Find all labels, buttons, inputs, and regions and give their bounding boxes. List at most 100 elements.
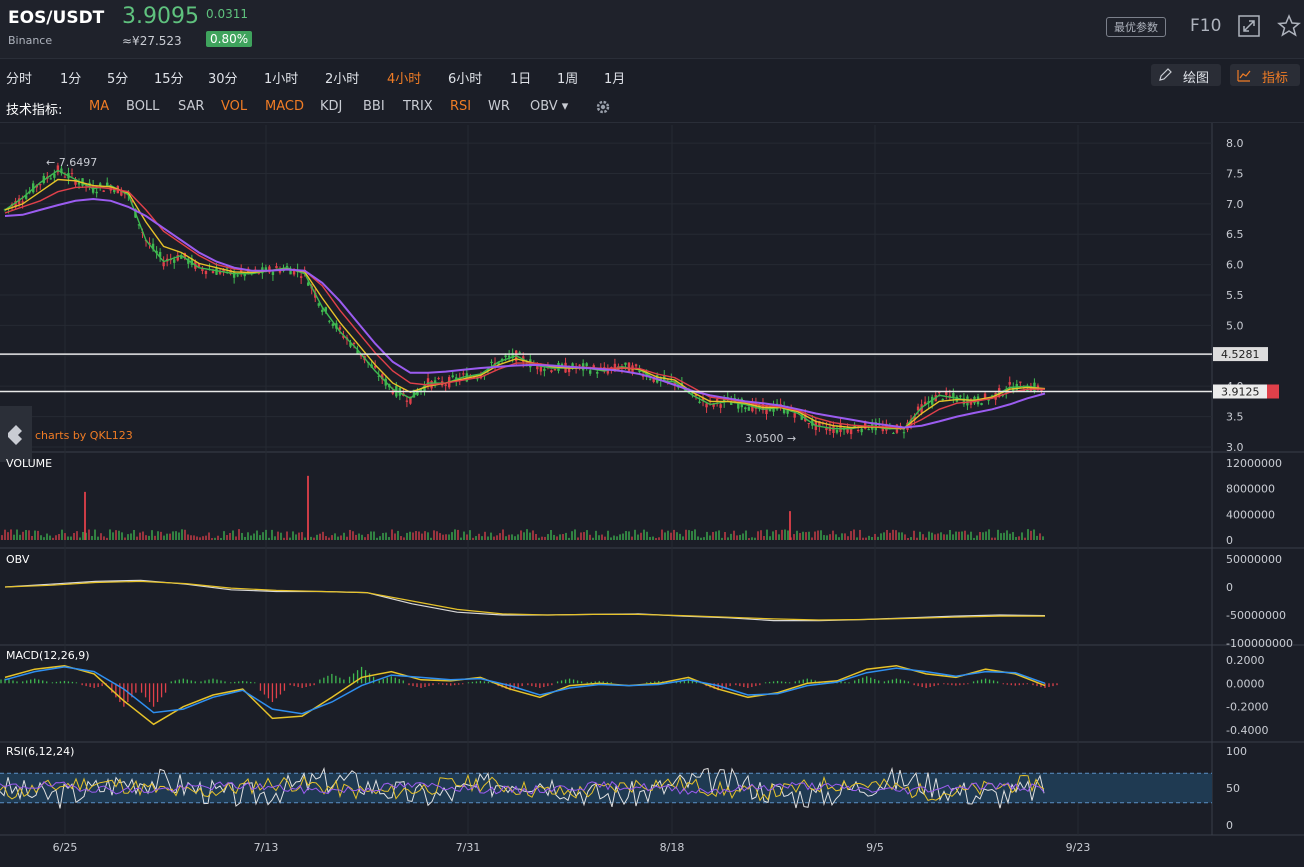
candle-body [292, 268, 296, 275]
candle-body [74, 178, 77, 185]
tab-timeframe-5m[interactable]: 5分 [107, 72, 129, 87]
candle-body [98, 183, 102, 186]
volume-y-tick: 0 [1226, 534, 1233, 547]
candle-body [53, 173, 56, 178]
volume-y-tick: 8000000 [1226, 483, 1275, 496]
x-tick-label: 7/31 [456, 841, 481, 854]
indicator-boll[interactable]: BOLL [126, 99, 160, 114]
indicator-wr[interactable]: WR [488, 99, 510, 114]
candle-body [331, 323, 335, 326]
candle-body [321, 309, 324, 313]
f10-button[interactable]: F10 [1190, 16, 1222, 36]
candle-body [493, 362, 497, 369]
candle-body [476, 378, 479, 380]
y-tick-label: 7.0 [1226, 198, 1244, 211]
change-percent-badge: 0.80% [206, 31, 253, 47]
star-icon[interactable] [1276, 13, 1302, 39]
candle-body [800, 414, 803, 420]
tab-timeframe-15m[interactable]: 15分 [154, 72, 184, 87]
candle-body [864, 421, 867, 429]
candle-body [423, 385, 426, 392]
candle-body [881, 426, 885, 432]
indicators-label: 指标 [1262, 71, 1289, 86]
candle-body [151, 243, 155, 250]
macd-y-tick: -0.4000 [1226, 724, 1268, 737]
ma-line-3 [4, 186, 1045, 429]
indicator-ma[interactable]: MA [89, 99, 110, 114]
candle-body [701, 398, 705, 401]
candle-body [218, 270, 222, 274]
candle-body [158, 251, 162, 257]
candle-body [324, 307, 328, 312]
indicator-rsi[interactable]: RSI [450, 99, 472, 114]
indicator-vol[interactable]: VOL [221, 99, 248, 114]
tab-timeframe-1d[interactable]: 1日 [510, 72, 532, 87]
x-tick-label: 9/5 [866, 841, 884, 854]
obv-title: OBV [6, 553, 30, 566]
price-level-marker [1267, 384, 1279, 399]
volume-y-tick: 12000000 [1226, 457, 1282, 470]
candle-body [120, 189, 123, 196]
candle-body [1015, 383, 1018, 392]
candle-body [451, 375, 454, 378]
x-tick-label: 7/13 [254, 841, 279, 854]
y-tick-label: 6.5 [1226, 228, 1244, 241]
qkl-logo-icon [8, 425, 22, 445]
candle-body [909, 419, 913, 424]
candle-body [426, 378, 430, 386]
tab-timeframe-tick[interactable]: 分时 [6, 72, 33, 87]
candle-body [433, 380, 437, 384]
tab-timeframe-1h[interactable]: 1小时 [264, 72, 299, 87]
y-tick-label: 5.0 [1226, 319, 1244, 332]
tab-timeframe-1m[interactable]: 1分 [60, 72, 82, 87]
candle-body [1008, 382, 1011, 385]
candle-body [786, 408, 789, 414]
candle-body [828, 426, 832, 431]
chart-line-icon [1237, 70, 1251, 82]
candle-body [14, 200, 17, 208]
candle-body [962, 398, 966, 405]
candle-body [712, 404, 715, 407]
indicator-macd[interactable]: MACD [265, 99, 304, 114]
candle-body [990, 395, 994, 397]
best-params-button[interactable]: 最优参数 [1106, 17, 1166, 37]
candle-body [416, 391, 419, 396]
low-price-label: 3.0500 → [745, 432, 796, 445]
candle-body [853, 425, 856, 428]
macd-y-tick: -0.2000 [1226, 701, 1268, 714]
indicator-obv-dropdown[interactable]: OBV ▾ [530, 99, 569, 114]
tab-timeframe-6h[interactable]: 6小时 [448, 72, 483, 87]
candle-body [299, 276, 303, 278]
ma-line-4 [4, 197, 1046, 429]
candle-body [106, 182, 109, 186]
indicator-bbi[interactable]: BBI [363, 99, 385, 114]
tab-timeframe-1w[interactable]: 1周 [557, 72, 579, 87]
tab-timeframe-30m[interactable]: 30分 [208, 72, 238, 87]
indicator-bar: 技术指标: MA BOLL SAR VOL MACD KDJ BBI TRIX … [0, 92, 1304, 123]
candle-body [204, 270, 208, 275]
expand-icon[interactable] [1236, 13, 1262, 39]
candle-body [807, 423, 810, 425]
indicators-button[interactable]: 指标 [1230, 64, 1300, 86]
candle-body [306, 282, 310, 286]
candle-body [892, 432, 895, 434]
settings-gear-icon[interactable] [594, 98, 612, 116]
tab-timeframe-2h[interactable]: 2小时 [325, 72, 360, 87]
indicator-trix[interactable]: TRIX [403, 99, 433, 114]
chart-area[interactable]: 6/25 7/13 7/31 8/18 9/5 9/23 8.0 7.5 7.0 6.5 6.0 5.… [0, 123, 1304, 867]
y-tick-label: 5.5 [1226, 289, 1244, 302]
draw-label: 绘图 [1183, 71, 1210, 86]
candle-body [21, 201, 24, 203]
tab-timeframe-4h[interactable]: 4小时 [387, 72, 422, 87]
candle-body [722, 398, 726, 403]
high-price-label: ← 7.6497 [46, 156, 97, 169]
tab-timeframe-1mo[interactable]: 1月 [604, 72, 626, 87]
indicator-sar[interactable]: SAR [178, 99, 205, 114]
candle-body [504, 355, 507, 358]
candle-body [624, 362, 627, 365]
candle-body [412, 389, 416, 398]
candle-body [215, 268, 218, 275]
candle-body [613, 363, 617, 370]
indicator-kdj[interactable]: KDJ [320, 99, 343, 114]
draw-button[interactable]: 绘图 [1151, 64, 1221, 86]
